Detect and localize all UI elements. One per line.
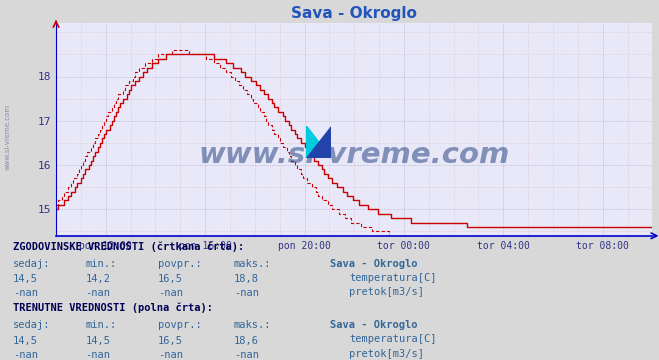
Text: -nan: -nan [234,288,259,298]
Text: 18,6: 18,6 [234,336,259,346]
Text: ZGODOVINSKE VREDNOSTI (črtkana črta):: ZGODOVINSKE VREDNOSTI (črtkana črta): [13,241,244,252]
Text: -nan: -nan [86,350,111,360]
Text: -nan: -nan [158,350,183,360]
Text: TRENUTNE VREDNOSTI (polna črta):: TRENUTNE VREDNOSTI (polna črta): [13,302,213,313]
Text: Sava - Okroglo: Sava - Okroglo [330,320,417,330]
Title: Sava - Okroglo: Sava - Okroglo [291,6,417,21]
Text: 14,5: 14,5 [13,274,38,284]
Polygon shape [306,126,331,158]
Text: min.:: min.: [86,320,117,330]
Text: Sava - Okroglo: Sava - Okroglo [330,259,417,269]
Text: pretok[m3/s]: pretok[m3/s] [349,348,424,359]
Text: 14,5: 14,5 [86,336,111,346]
Text: 14,2: 14,2 [86,274,111,284]
Polygon shape [306,126,331,158]
Text: sedaj:: sedaj: [13,320,51,330]
Text: pretok[m3/s]: pretok[m3/s] [349,287,424,297]
Text: sedaj:: sedaj: [13,259,51,269]
Text: temperatura[C]: temperatura[C] [349,334,437,344]
Text: www.si-vreme.com: www.si-vreme.com [198,141,510,169]
Text: povpr.:: povpr.: [158,320,202,330]
Text: 14,5: 14,5 [13,336,38,346]
Text: -nan: -nan [158,288,183,298]
Text: povpr.:: povpr.: [158,259,202,269]
Text: 16,5: 16,5 [158,274,183,284]
Text: www.si-vreme.com: www.si-vreme.com [5,104,11,170]
Text: maks.:: maks.: [234,320,272,330]
Text: 16,5: 16,5 [158,336,183,346]
Text: -nan: -nan [13,350,38,360]
Text: min.:: min.: [86,259,117,269]
Text: 18,8: 18,8 [234,274,259,284]
Text: temperatura[C]: temperatura[C] [349,273,437,283]
Text: -nan: -nan [234,350,259,360]
Text: maks.:: maks.: [234,259,272,269]
Text: -nan: -nan [86,288,111,298]
Text: -nan: -nan [13,288,38,298]
